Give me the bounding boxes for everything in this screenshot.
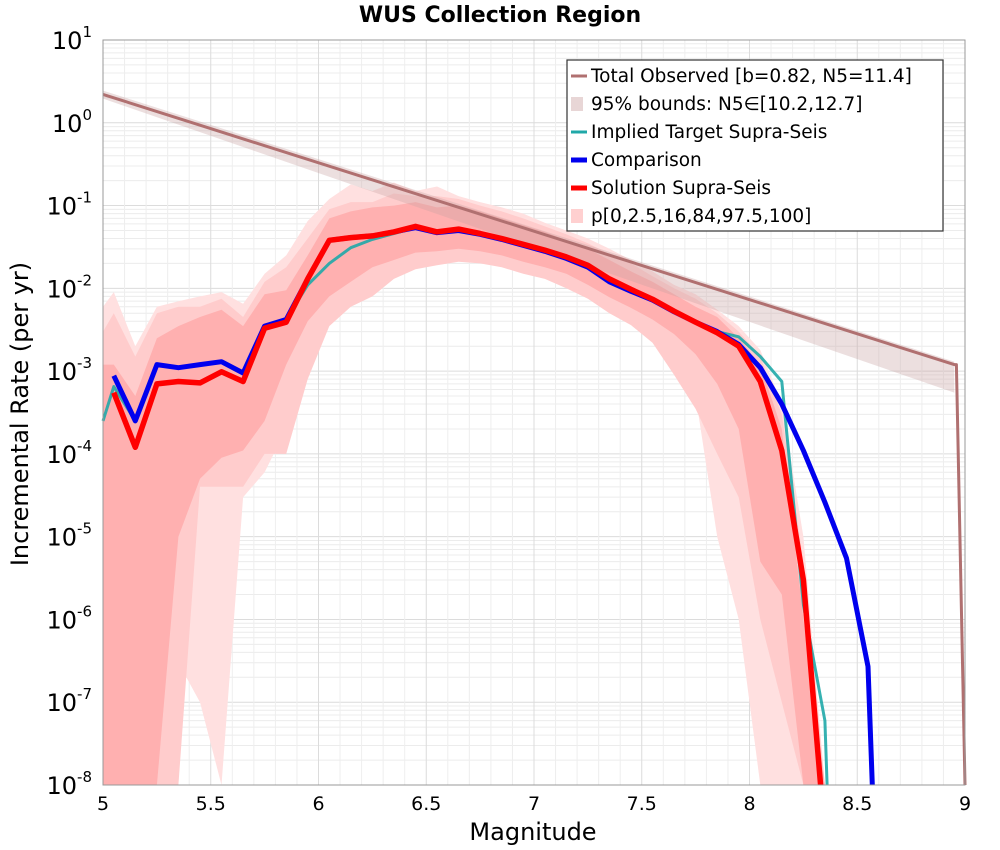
- y-tick-base: 10: [52, 110, 83, 138]
- band-p16-p84: [103, 202, 836, 786]
- y-tick-base: 10: [46, 275, 77, 303]
- y-tick-label: 10-8: [46, 768, 92, 800]
- y-tick-exponent: -2: [77, 271, 92, 289]
- y-tick-exponent: -1: [77, 189, 92, 207]
- x-tick-label: 8.5: [842, 793, 872, 815]
- x-tick-label: 5.5: [196, 793, 226, 815]
- y-axis-label: Incremental Rate (per yr): [6, 262, 34, 566]
- y-tick-exponent: -8: [77, 768, 92, 786]
- x-axis-ticks: 5 5.5 6 6.5 7 7.5 8 8.5 9: [97, 793, 971, 815]
- y-tick-base: 10: [46, 772, 77, 800]
- y-tick-exponent: -4: [77, 437, 92, 455]
- x-tick-label: 7: [528, 793, 540, 815]
- y-tick-base: 10: [46, 193, 77, 221]
- series-line-solution-supra-seis: [111, 223, 824, 786]
- legend-swatch: [571, 97, 583, 111]
- legend-label: Total Observed [b=0.82, N5=11.4]: [590, 66, 912, 87]
- plot-frame: [102, 39, 966, 786]
- y-tick-label: 10-6: [46, 602, 92, 634]
- observed-95-bounds: [103, 90, 955, 393]
- legend-box: [566, 59, 944, 232]
- series-line-total-observed-b-0-82-n5-11-4: [102, 92, 967, 786]
- y-tick-exponent: 0: [82, 106, 92, 124]
- chart-title: WUS Collection Region: [359, 3, 641, 28]
- x-axis-label: Magnitude: [469, 818, 596, 846]
- y-tick-base: 10: [52, 27, 83, 55]
- y-tick-exponent: -3: [77, 354, 92, 372]
- y-tick-label: 10-2: [46, 271, 92, 303]
- y-tick-label: 101: [52, 23, 92, 55]
- y-tick-label: 10-3: [46, 354, 92, 386]
- x-tick-label: 6: [312, 793, 324, 815]
- legend-label: Implied Target Supra-Seis: [591, 122, 827, 143]
- x-tick-label: 9: [959, 793, 971, 815]
- legend-label: Comparison: [591, 150, 702, 171]
- y-tick-base: 10: [46, 606, 77, 634]
- legend-swatch: [571, 209, 583, 223]
- percentile-bands: [103, 182, 836, 786]
- x-tick-label: 6.5: [411, 793, 441, 815]
- y-tick-label: 10-7: [46, 685, 92, 717]
- legend: Total Observed [b=0.82, N5=11.4] 95% boun…: [566, 59, 944, 232]
- legend-label: p[0,2.5,16,84,97.5,100]: [591, 206, 811, 227]
- legend-label: 95% bounds: N5∈[10.2,12.7]: [591, 94, 862, 115]
- y-tick-label: 10-4: [46, 437, 92, 469]
- y-tick-base: 10: [46, 524, 77, 552]
- y-tick-label: 10-1: [46, 189, 92, 221]
- series-lines: [101, 92, 967, 786]
- y-tick-base: 10: [46, 441, 77, 469]
- y-tick-exponent: -5: [77, 520, 92, 538]
- y-tick-exponent: 1: [82, 23, 92, 41]
- y-tick-exponent: -7: [77, 685, 92, 703]
- y-tick-label: 10-5: [46, 520, 92, 552]
- y-tick-exponent: -6: [77, 602, 92, 620]
- y-tick-base: 10: [46, 689, 77, 717]
- y-tick-base: 10: [46, 358, 77, 386]
- observed-bounds-band: [103, 90, 955, 393]
- x-tick-label: 8: [743, 793, 755, 815]
- x-tick-label: 5: [97, 793, 109, 815]
- legend-label: Solution Supra-Seis: [591, 178, 771, 199]
- y-tick-label: 100: [52, 106, 92, 138]
- x-tick-label: 7.5: [627, 793, 657, 815]
- plot-border: [102, 39, 966, 786]
